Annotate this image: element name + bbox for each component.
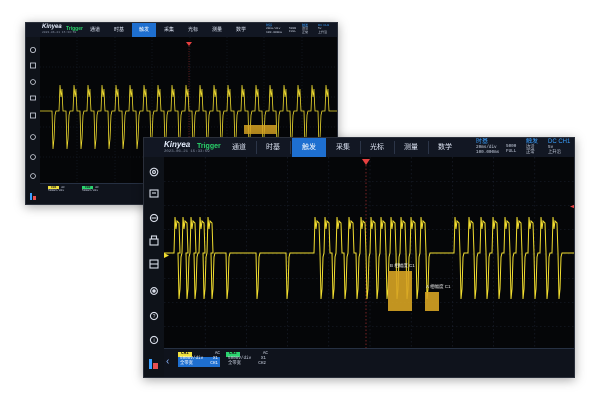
ch2-panel[interactable]: CH2 AC 500mV/div X1 全带宽 CH2 (226, 351, 268, 366)
waveform-svg: B 相幅度 C1 A 相幅度 C1 (164, 157, 575, 351)
tab-trigger[interactable]: 触发 (132, 23, 156, 37)
sidebar (26, 37, 41, 204)
sidebar-icons (30, 46, 36, 200)
tab-measure[interactable]: 测量 (211, 27, 222, 33)
measure-icon[interactable] (30, 62, 36, 69)
b-phase-amplitude-box (388, 271, 412, 311)
info-icon[interactable] (30, 173, 36, 179)
tab-measure[interactable]: 测量 (404, 144, 418, 151)
tab-timebase[interactable]: 时基 (113, 27, 124, 33)
a-phase-label: A 相幅度 C1 (426, 283, 451, 290)
svg-text:?: ? (153, 314, 156, 320)
tab-cursor[interactable]: 光标 (187, 27, 198, 33)
ch1-trace-back (40, 84, 337, 150)
ch1-panel[interactable]: CH1 AC 500mV/div X1 全带宽 CH1 (178, 351, 220, 367)
trigger-label: Trigger (66, 26, 83, 32)
trigger-label: Trigger (197, 143, 221, 150)
sidebar: ? i (144, 157, 165, 377)
app-logo-icon (30, 193, 32, 200)
datetime: 2023-06-21 15:33:59 (164, 150, 210, 154)
a-phase-amplitude-box (425, 292, 439, 311)
waveform-plot[interactable]: B 相幅度 C1 A 相幅度 C1 (164, 157, 575, 351)
tab-math[interactable]: 数学 (438, 144, 452, 151)
trigger-channel-info: DC CH1 5v 上升沿 (318, 23, 330, 34)
sidebar-icons: ? i (149, 167, 159, 369)
brand-logo: Kinyea (164, 140, 191, 149)
sample-info: 5000 FULL (289, 27, 297, 34)
tab-channel[interactable]: 通道 (232, 144, 246, 151)
brand-logo: Kinyea (42, 24, 62, 30)
chevron-left-icon[interactable]: ‹ (166, 356, 170, 367)
trigger-channel-info: DC CH1 5v 上升沿 (548, 139, 571, 155)
timebase-info: 时基 20ms/div 100.000ms (476, 139, 500, 155)
gear-icon[interactable] (150, 287, 158, 295)
ch1-level-marker[interactable] (164, 253, 169, 258)
trigger-info: 触发 边沿 正常 (302, 23, 309, 34)
app-logo-icon (149, 359, 158, 369)
help-icon[interactable]: ? (149, 311, 159, 321)
timebase-info: 时基 20ms/div 100.000ms (266, 23, 283, 34)
tab-acquire[interactable]: 采集 (163, 27, 174, 33)
ch1-panel[interactable]: CH1 AC 500mV/div (48, 186, 65, 193)
tab-acquire[interactable]: 采集 (336, 144, 350, 151)
record-icon[interactable] (149, 213, 159, 223)
top-bar: Kinyea 2023-06-21 15:33:59 Trigger 通道 时基… (144, 138, 574, 158)
settings-icon[interactable] (30, 46, 36, 53)
ch1-trace (164, 216, 574, 300)
trigger-position-marker[interactable] (186, 42, 192, 46)
svg-text:i: i (153, 338, 154, 344)
app-logo-icon-part (33, 196, 36, 200)
ch2-panel[interactable]: CH2 AC 500mV/div (82, 186, 99, 193)
tab-timebase[interactable]: 时基 (266, 144, 280, 151)
record-icon[interactable] (30, 79, 36, 85)
b-phase-label: B 相幅度 C1 (390, 262, 415, 269)
tab-cursor[interactable]: 光标 (370, 144, 384, 151)
help-icon[interactable] (30, 154, 36, 160)
trigger-level-marker[interactable] (570, 204, 575, 209)
measurement-box (244, 125, 276, 134)
print-icon[interactable] (149, 235, 159, 246)
measure-icon[interactable] (149, 189, 159, 198)
save-icon[interactable] (149, 259, 159, 269)
save-icon[interactable] (30, 112, 36, 119)
top-bar: Kinyea 2023-06-21 15:33:59 Trigger 通道 时基… (26, 23, 337, 38)
tab-trigger[interactable]: 触发 (292, 138, 326, 157)
waveform-svg (40, 37, 337, 186)
trigger-position-marker[interactable] (362, 159, 370, 165)
settings-icon[interactable] (149, 167, 159, 177)
print-icon[interactable] (30, 95, 36, 101)
datetime: 2023-06-21 15:33:59 (42, 31, 77, 34)
info-icon[interactable]: i (149, 335, 159, 345)
tab-channel[interactable]: 通道 (89, 27, 100, 33)
gear-icon[interactable] (30, 134, 36, 140)
trigger-info: 触发 边沿 正常 (526, 139, 539, 155)
tab-math[interactable]: 数学 (235, 27, 246, 33)
oscilloscope-window-front: Kinyea 2023-06-21 15:33:59 Trigger 通道 时基… (143, 137, 575, 378)
sample-info: 5000 FULL (506, 144, 517, 154)
bottom-bar: ‹ CH1 AC 500mV/div X1 全带宽 CH1 CH2 AC 500… (164, 348, 574, 377)
